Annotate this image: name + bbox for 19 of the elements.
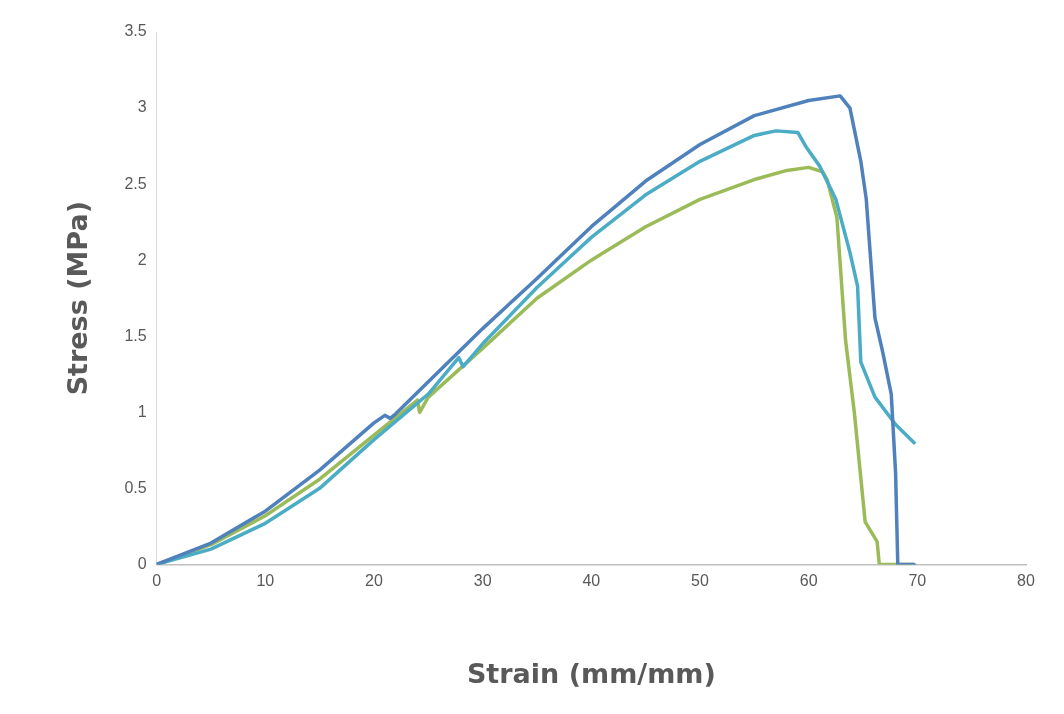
y-tick-label: 0 xyxy=(137,554,147,572)
x-tick-label: 80 xyxy=(1017,572,1035,590)
x-tick-label: 0 xyxy=(152,572,162,590)
y-tick-label: 3 xyxy=(137,98,147,116)
x-tick-label: 70 xyxy=(908,572,927,590)
x-tick-label: 10 xyxy=(256,572,275,590)
y-tick-label: 1.5 xyxy=(124,326,147,344)
y-tick-label: 2 xyxy=(137,250,147,268)
y-tick-label: 1 xyxy=(137,402,147,420)
x-axis-title: Strain (mm/mm) xyxy=(466,657,716,689)
y-axis-title: Stress (MPa) xyxy=(62,201,94,396)
y-tick-label: 3.5 xyxy=(124,22,147,40)
x-tick-label: 50 xyxy=(691,572,709,590)
x-tick-label: 40 xyxy=(582,572,601,590)
x-tick-label: 60 xyxy=(799,572,818,590)
x-tick-label: 20 xyxy=(365,572,383,590)
y-tick-label: 2.5 xyxy=(124,174,147,192)
x-tick-label: 30 xyxy=(473,572,492,590)
y-tick-label: 0.5 xyxy=(124,478,147,496)
